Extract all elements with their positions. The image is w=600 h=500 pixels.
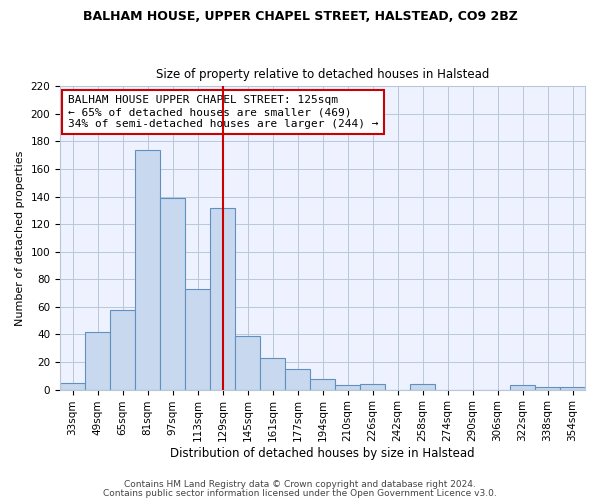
X-axis label: Distribution of detached houses by size in Halstead: Distribution of detached houses by size … (170, 447, 475, 460)
Bar (535, 387, 560, 390)
Bar (360, 384, 385, 390)
Text: BALHAM HOUSE UPPER CHAPEL STREET: 125sqm
← 65% of detached houses are smaller (4: BALHAM HOUSE UPPER CHAPEL STREET: 125sqm… (68, 96, 379, 128)
Bar (185, 289, 210, 390)
Text: Contains HM Land Registry data © Crown copyright and database right 2024.: Contains HM Land Registry data © Crown c… (124, 480, 476, 489)
Bar (85, 332, 110, 390)
Bar (135, 150, 160, 390)
Bar (210, 208, 235, 390)
Text: Contains public sector information licensed under the Open Government Licence v3: Contains public sector information licen… (103, 489, 497, 498)
Text: BALHAM HOUSE, UPPER CHAPEL STREET, HALSTEAD, CO9 2BZ: BALHAM HOUSE, UPPER CHAPEL STREET, HALST… (83, 10, 517, 23)
Bar (560, 387, 585, 390)
Bar (335, 386, 360, 390)
Bar (285, 369, 310, 390)
Bar (110, 310, 135, 390)
Bar (60, 382, 85, 390)
Bar (410, 384, 435, 390)
Title: Size of property relative to detached houses in Halstead: Size of property relative to detached ho… (156, 68, 489, 81)
Y-axis label: Number of detached properties: Number of detached properties (15, 150, 25, 326)
Bar (310, 378, 335, 390)
Bar (235, 336, 260, 390)
Bar (510, 386, 535, 390)
Bar (160, 198, 185, 390)
Bar (260, 358, 285, 390)
